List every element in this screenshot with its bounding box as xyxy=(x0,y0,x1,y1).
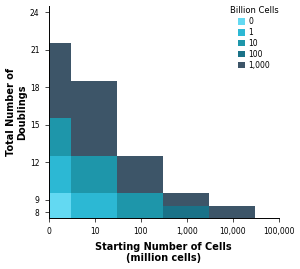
Bar xyxy=(70,193,117,206)
Bar xyxy=(70,206,117,218)
Bar xyxy=(49,81,70,118)
Bar xyxy=(49,43,70,81)
Bar xyxy=(117,156,163,193)
Bar xyxy=(49,206,70,218)
Legend: 0, 1, 10, 100, 1,000: 0, 1, 10, 100, 1,000 xyxy=(229,5,280,70)
Bar xyxy=(117,193,163,206)
Bar xyxy=(117,206,163,218)
Bar xyxy=(49,193,70,206)
Bar xyxy=(70,81,117,118)
Bar xyxy=(163,206,208,218)
Bar xyxy=(70,118,117,156)
Bar xyxy=(163,193,208,206)
Y-axis label: Total Number of
Doublings: Total Number of Doublings xyxy=(6,68,27,156)
Bar xyxy=(49,118,70,156)
X-axis label: Starting Number of Cells
(million cells): Starting Number of Cells (million cells) xyxy=(95,242,232,263)
Bar xyxy=(208,206,255,218)
Bar xyxy=(49,156,70,193)
Bar xyxy=(70,156,117,193)
